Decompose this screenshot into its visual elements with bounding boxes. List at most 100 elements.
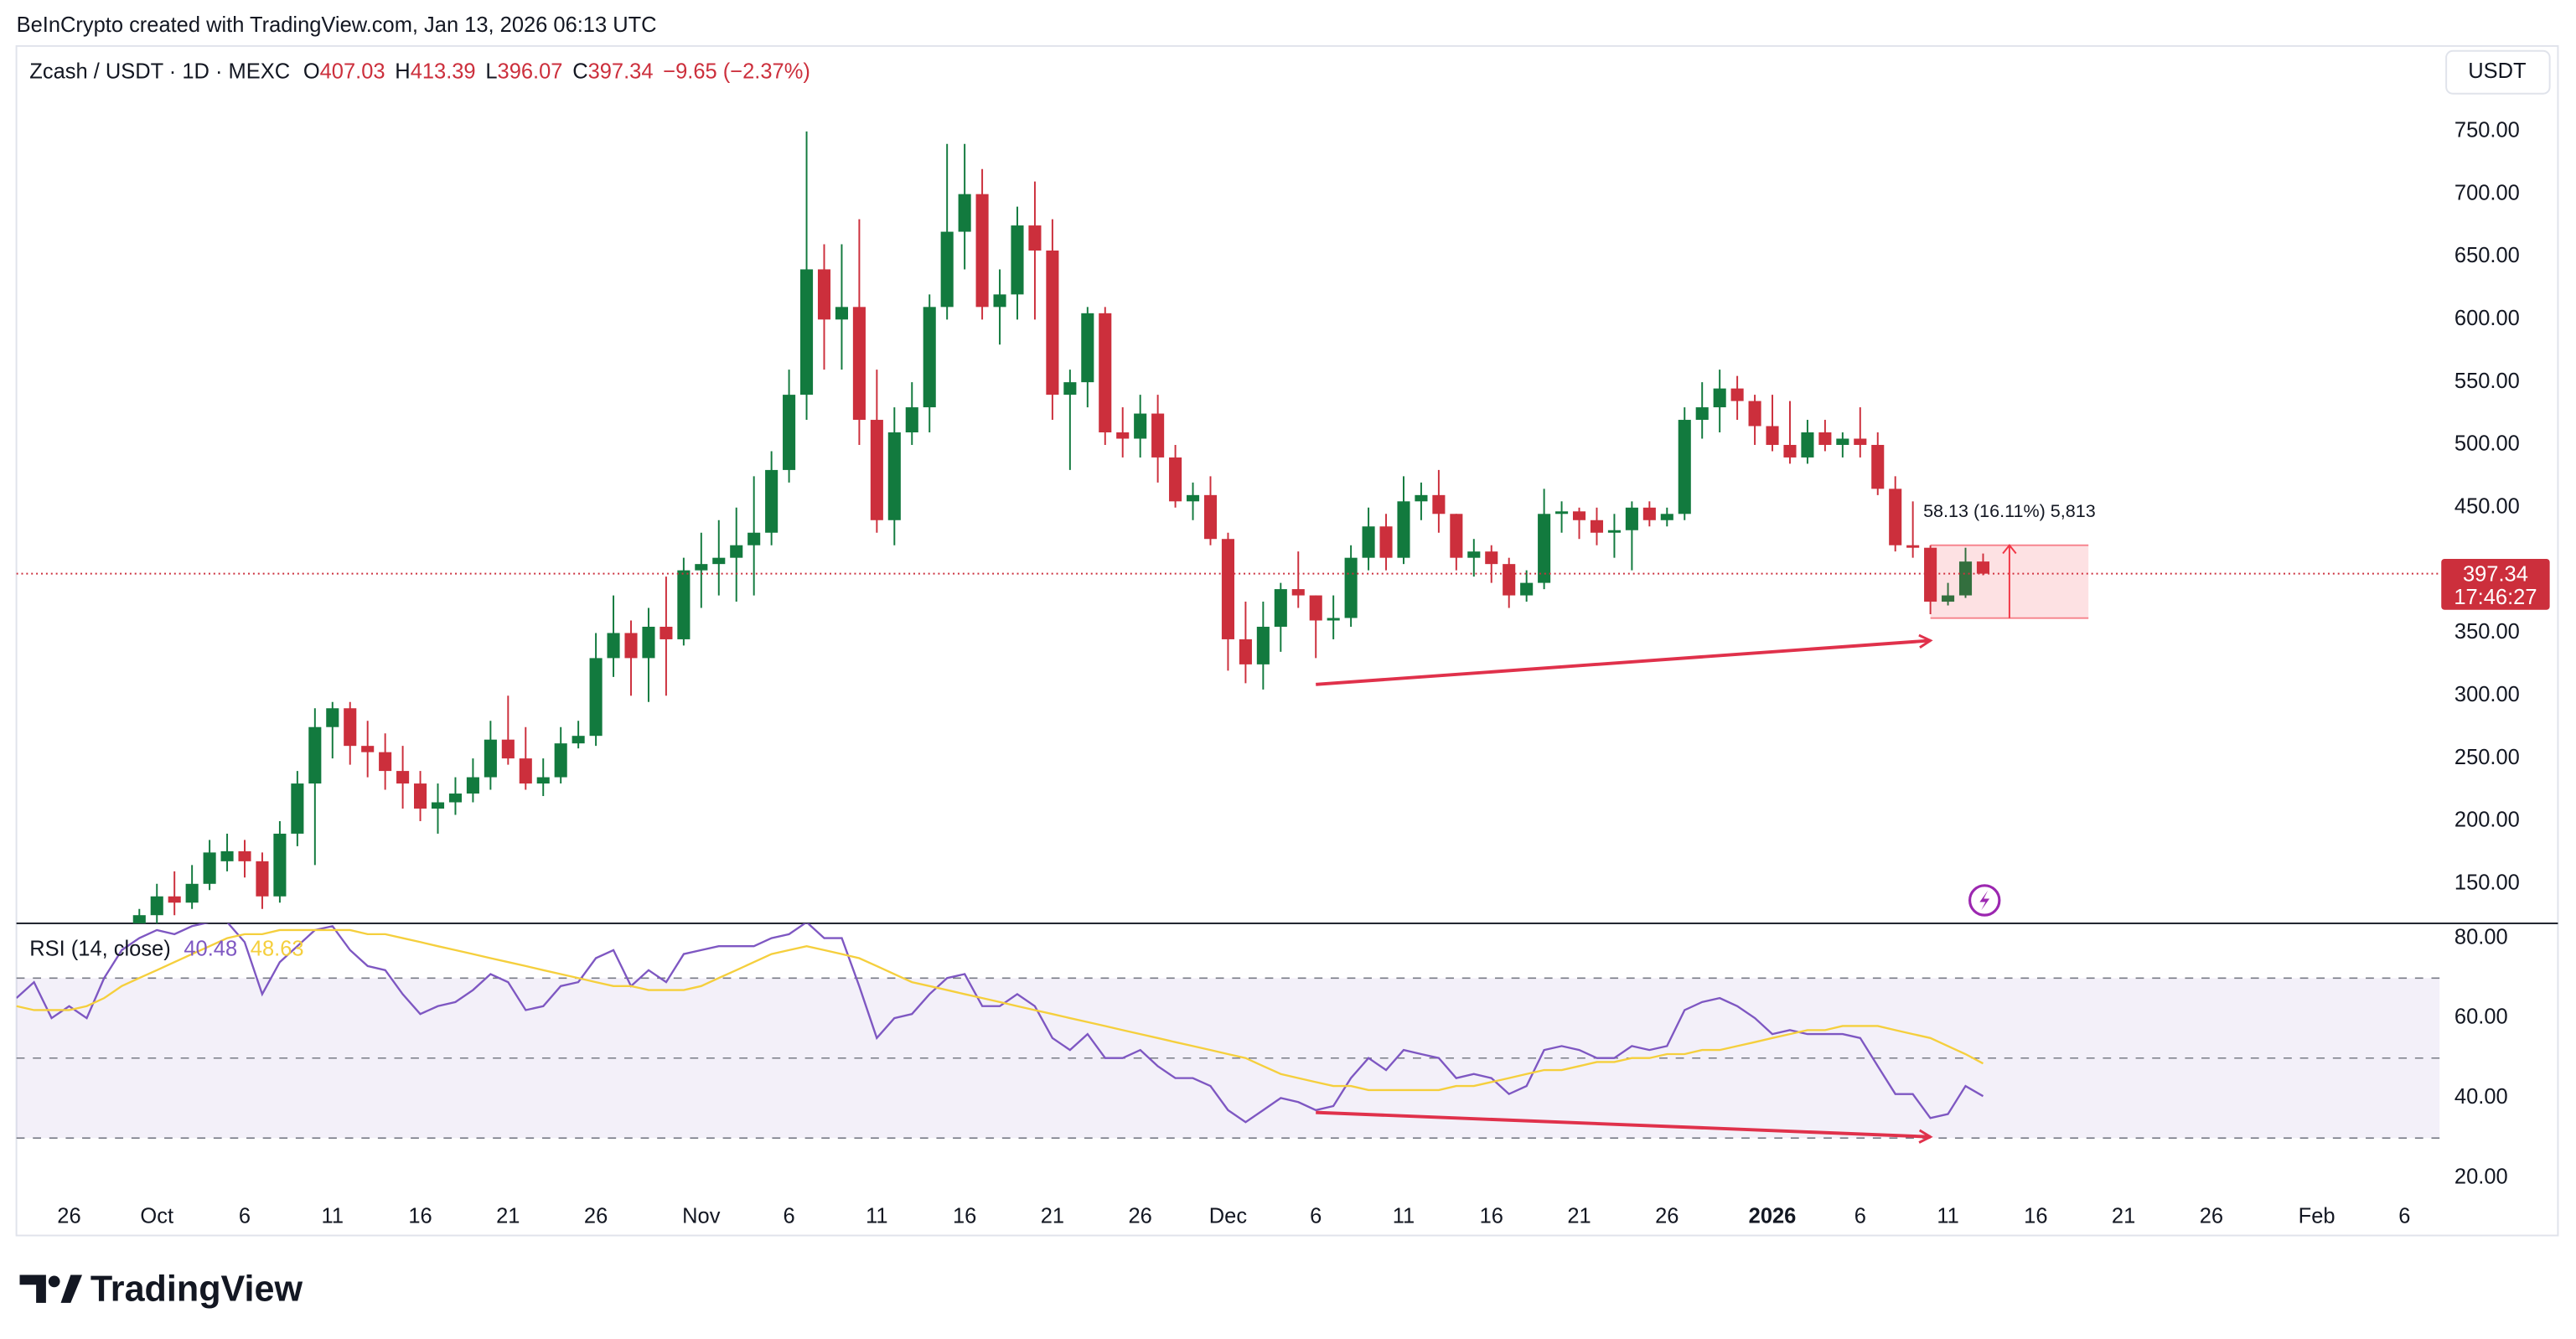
candle-body — [1958, 561, 1973, 596]
candle-body — [1783, 444, 1797, 458]
y-tick-label: 300.00 — [2454, 683, 2520, 706]
candle-body — [923, 307, 936, 408]
rsi-band — [16, 978, 2440, 1139]
alert-icon[interactable] — [1968, 884, 2001, 917]
candle-body — [1590, 520, 1604, 533]
candle-body — [1485, 551, 1498, 565]
x-tick-label: 11 — [1937, 1205, 1958, 1228]
symbol-legend: Zcash / USDT · 1D · MEXC O407.03 H413.39 L3… — [29, 59, 810, 83]
ohlc-prefix: H — [395, 59, 410, 83]
candle-body — [660, 626, 673, 639]
candle-body — [1239, 638, 1252, 664]
candle-body — [1028, 225, 1042, 251]
candle-body — [1011, 225, 1024, 295]
candle-body — [1572, 511, 1586, 520]
candle-body — [607, 633, 620, 659]
candle-body — [448, 794, 463, 803]
candle-body — [817, 269, 831, 320]
y-tick-label: 750.00 — [2454, 119, 2520, 142]
candle-body — [1607, 530, 1621, 533]
candle-body — [887, 432, 901, 520]
logo-mark — [60, 1274, 83, 1303]
y-tick-label: 650.00 — [2454, 244, 2520, 267]
measure-arrow — [2002, 544, 2017, 618]
x-tick-label: 21 — [1041, 1205, 1064, 1228]
candle-body — [589, 658, 603, 737]
candle-body — [1450, 514, 1463, 558]
candle-body — [536, 777, 550, 784]
x-tick-label: 11 — [1393, 1205, 1415, 1228]
x-tick-label: 16 — [408, 1205, 432, 1228]
candle-body — [1695, 407, 1709, 421]
candle-body — [835, 307, 848, 320]
y-tick-label: 150.00 — [2454, 871, 2520, 895]
measure-label: 58.13 (16.11%) 5,813 — [1923, 500, 2096, 521]
y-tick-label: 450.00 — [2454, 495, 2520, 519]
rsi-ma-line — [16, 928, 1984, 1092]
candle-body — [870, 420, 883, 520]
candle-body — [466, 777, 479, 794]
candle-body — [975, 194, 989, 308]
currency-label[interactable]: USDT — [2468, 59, 2526, 83]
candle-body — [1362, 526, 1375, 558]
trendline — [1316, 640, 1930, 686]
candle-body — [344, 708, 357, 747]
logo-mark — [19, 1274, 46, 1303]
candle-body — [379, 752, 392, 772]
ohlc-prefix: L — [485, 59, 497, 83]
x-tick-label: Feb — [2299, 1205, 2335, 1228]
change-label: −9.65 (−2.37%) — [663, 59, 810, 83]
candle-body — [730, 545, 743, 558]
x-tick-label: 6 — [1854, 1205, 1866, 1228]
last-price-box — [2441, 558, 2550, 610]
x-tick-label: Nov — [682, 1205, 721, 1228]
candle-body — [1660, 514, 1673, 520]
candle-body — [396, 771, 410, 784]
rsi-title: RSI (14, close) — [29, 937, 170, 960]
axes: 26 Oct 6 11 16 21 26 Nov 6 11 16 21 26 Dec 6 11 16 21 26 20… — [29, 59, 2550, 1228]
x-tick-label: Dec — [1209, 1205, 1248, 1228]
candle-body — [1099, 313, 1112, 433]
ohlc-value: 413.39 — [411, 59, 476, 83]
candle-body — [940, 231, 954, 308]
candle-body — [185, 883, 199, 903]
candle-body — [1520, 582, 1534, 596]
candle-body — [677, 570, 691, 639]
x-tick-label: 16 — [2024, 1205, 2047, 1228]
candle-body — [1134, 413, 1147, 439]
candle-body — [1889, 489, 1902, 545]
alert-bolt[interactable] — [1979, 890, 1990, 911]
candle-body — [291, 783, 304, 834]
x-tick-label: 6 — [239, 1205, 251, 1228]
candle-body — [1625, 507, 1638, 530]
candle-body — [1467, 551, 1481, 558]
y-tick-label: 60.00 — [2454, 1006, 2508, 1029]
x-tick-label: 26 — [1655, 1205, 1679, 1228]
ohlc-value: 407.03 — [320, 59, 385, 83]
rsi-line — [16, 923, 1984, 1124]
footer-brand: TradingView — [91, 1269, 303, 1310]
chart-frame — [15, 44, 2559, 1237]
last-price-label: 397.34 — [2463, 562, 2528, 586]
rsi-value: 40.48 — [184, 937, 237, 960]
candle-body — [1942, 595, 1955, 602]
currency-box[interactable] — [2445, 49, 2551, 95]
x-tick-label: Oct — [140, 1205, 173, 1228]
y-tick-label: 600.00 — [2454, 307, 2520, 330]
candle-body — [1344, 557, 1358, 618]
candle-body — [1642, 507, 1656, 520]
candle-body — [431, 802, 445, 809]
candle-body — [1169, 457, 1182, 502]
ohlc-value: 397.34 — [588, 59, 654, 83]
candle-body — [1906, 545, 1920, 548]
x-tick-label: 6 — [784, 1205, 795, 1228]
x-tick-label: 26 — [57, 1205, 80, 1228]
x-tick-label: 11 — [322, 1205, 344, 1228]
x-tick-label: 6 — [2398, 1205, 2410, 1228]
candle-body — [993, 294, 1006, 308]
candle-body — [1203, 494, 1218, 540]
candle-body — [1221, 539, 1234, 639]
ohlc-value: 396.07 — [498, 59, 563, 83]
x-tick-label: 26 — [2200, 1205, 2223, 1228]
